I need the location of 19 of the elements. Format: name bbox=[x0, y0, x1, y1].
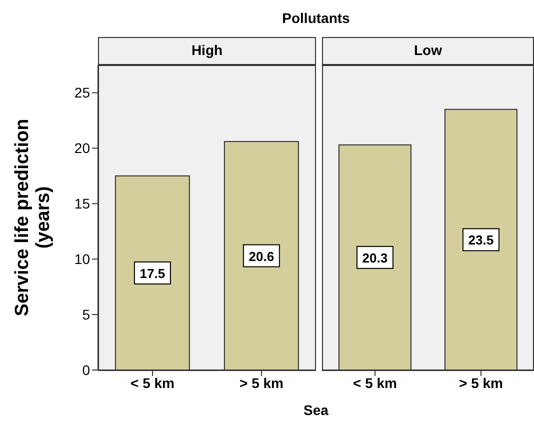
text: Pollutants bbox=[281, 10, 351, 26]
chart-title: High bbox=[98, 37, 316, 65]
y-tick-label: 0 bbox=[82, 362, 90, 378]
data-label: 23.5 bbox=[468, 232, 494, 248]
y-axis-title: Service life prediction (years) bbox=[12, 118, 54, 316]
x-tick-label: < 5 km bbox=[353, 374, 397, 391]
x-tick-label: > 5 km bbox=[459, 374, 503, 391]
chart-title: Low bbox=[322, 37, 534, 65]
y-tick-label: 5 bbox=[82, 306, 90, 323]
data-label: 17.5 bbox=[140, 266, 166, 281]
y-tick-label: 15 bbox=[74, 196, 90, 212]
x-tick-label: < 5 km bbox=[130, 374, 174, 391]
data-label: 20.6 bbox=[248, 248, 274, 264]
y-tick-label: 20 bbox=[74, 140, 90, 156]
x-axis-title: Sea bbox=[302, 402, 330, 418]
data-label: 20.3 bbox=[362, 250, 388, 266]
x-tick-label: > 5 km bbox=[240, 374, 284, 391]
y-tick-label: 10 bbox=[74, 251, 90, 268]
y-tick-label: 25 bbox=[74, 84, 90, 101]
